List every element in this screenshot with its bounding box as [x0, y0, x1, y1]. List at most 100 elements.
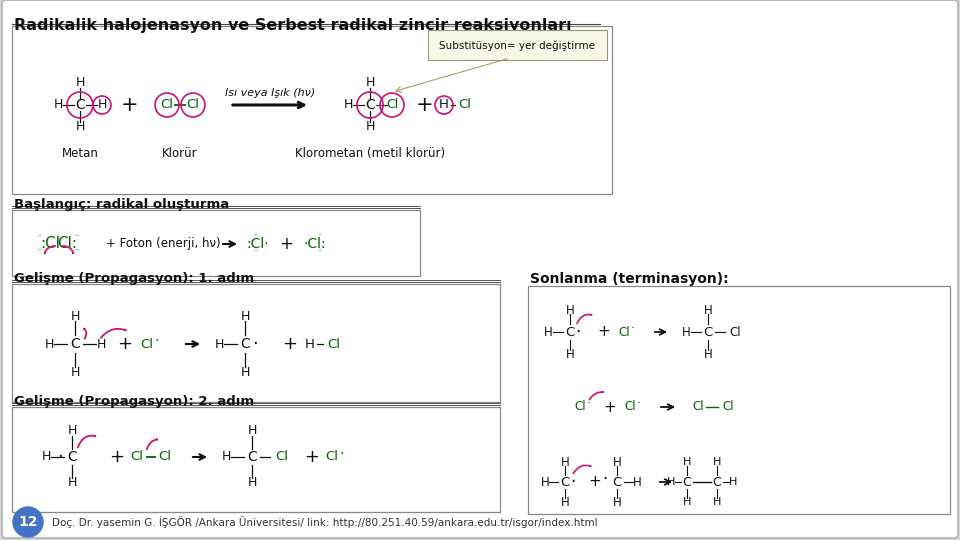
FancyArrowPatch shape: [577, 314, 591, 323]
Text: H: H: [344, 98, 352, 111]
FancyArrowPatch shape: [147, 439, 157, 449]
Text: Cl: Cl: [692, 401, 704, 414]
Text: H: H: [75, 77, 84, 90]
Text: ·: ·: [58, 448, 62, 466]
Text: H: H: [222, 450, 230, 463]
FancyArrowPatch shape: [573, 465, 590, 474]
Text: Cl: Cl: [624, 401, 636, 414]
Text: H: H: [565, 348, 574, 361]
FancyArrowPatch shape: [589, 392, 604, 400]
Text: :Cl·: :Cl·: [247, 237, 270, 251]
Text: H: H: [305, 338, 315, 350]
Text: C: C: [365, 98, 374, 112]
Text: C: C: [561, 476, 569, 489]
Text: H: H: [70, 309, 80, 322]
Text: H: H: [561, 456, 569, 469]
Text: C: C: [704, 326, 712, 339]
Text: ··: ··: [253, 247, 258, 256]
Text: ··: ··: [74, 233, 80, 241]
Text: Doç. Dr. yasemin G. İŞGÖR /Ankara Üniversitesi/ link: http://80.251.40.59/ankara: Doç. Dr. yasemin G. İŞGÖR /Ankara Üniver…: [52, 516, 598, 528]
Text: H: H: [540, 476, 549, 489]
Text: ··: ··: [37, 233, 42, 241]
Text: H: H: [683, 457, 691, 467]
Text: ·: ·: [587, 397, 591, 410]
Text: H: H: [713, 457, 721, 467]
Text: ··: ··: [317, 247, 322, 256]
Text: ··: ··: [37, 246, 42, 255]
Text: H: H: [561, 496, 569, 509]
Text: +: +: [588, 475, 601, 489]
Text: +: +: [117, 335, 132, 353]
Text: ·: ·: [637, 397, 641, 410]
Text: H: H: [75, 120, 84, 133]
Text: +: +: [598, 325, 611, 340]
Text: Gelişme (Propagasyon): 1. adım: Gelişme (Propagasyon): 1. adım: [14, 272, 254, 285]
Text: 12: 12: [18, 515, 37, 529]
FancyArrowPatch shape: [84, 329, 86, 339]
Text: H: H: [713, 497, 721, 507]
Text: +: +: [279, 235, 293, 253]
Text: Sonlanma (terminasyon):: Sonlanma (terminasyon):: [530, 272, 729, 286]
Text: H: H: [67, 476, 77, 489]
FancyBboxPatch shape: [528, 286, 950, 514]
Text: +: +: [121, 95, 139, 115]
Text: ·: ·: [602, 470, 608, 488]
FancyArrowPatch shape: [101, 329, 126, 338]
Text: + Foton (enerji, hν): + Foton (enerji, hν): [106, 238, 221, 251]
Text: +: +: [109, 448, 125, 466]
Text: :Cl: :Cl: [40, 237, 60, 252]
Text: +: +: [304, 448, 320, 466]
Text: ··: ··: [317, 232, 322, 240]
Text: Cl: Cl: [386, 98, 398, 111]
Text: H: H: [67, 424, 77, 437]
Text: H: H: [240, 366, 250, 379]
FancyBboxPatch shape: [12, 284, 500, 402]
FancyArrowPatch shape: [78, 436, 95, 447]
Text: H: H: [704, 348, 712, 361]
Text: Isı veya Işık (hν): Isı veya Işık (hν): [225, 88, 315, 98]
Text: C: C: [565, 326, 575, 339]
Text: H: H: [41, 450, 51, 463]
FancyBboxPatch shape: [12, 407, 500, 512]
Text: H: H: [248, 476, 256, 489]
Text: C: C: [67, 450, 77, 464]
Text: Cl:: Cl:: [57, 237, 77, 252]
Text: Başlangıç: radikal oluşturma: Başlangıç: radikal oluşturma: [14, 198, 229, 211]
Text: H: H: [683, 497, 691, 507]
Text: H: H: [248, 424, 256, 437]
Text: Cl: Cl: [574, 401, 586, 414]
Text: Cl: Cl: [158, 450, 172, 463]
Text: H: H: [612, 456, 621, 469]
Text: H: H: [704, 303, 712, 316]
Text: Klorometan (metil klorür): Klorometan (metil klorür): [295, 147, 445, 160]
Text: ·: ·: [252, 335, 258, 353]
FancyBboxPatch shape: [12, 210, 420, 276]
Text: +: +: [417, 95, 434, 115]
Text: ·: ·: [155, 334, 159, 348]
Text: H: H: [366, 120, 374, 133]
FancyArrowPatch shape: [44, 246, 56, 253]
Text: C: C: [75, 98, 84, 112]
Text: H: H: [96, 338, 106, 350]
Text: Cl: Cl: [186, 98, 200, 111]
Text: C: C: [240, 337, 250, 351]
Text: Cl: Cl: [160, 98, 174, 111]
FancyBboxPatch shape: [428, 30, 607, 60]
Text: C: C: [247, 450, 257, 464]
Text: H: H: [54, 98, 62, 111]
Text: C: C: [683, 476, 691, 489]
Text: Substitüsyon= yer değiştirme: Substitüsyon= yer değiştirme: [439, 40, 595, 51]
Text: ·Cl:: ·Cl:: [303, 237, 326, 251]
Circle shape: [13, 507, 43, 537]
Text: Cl: Cl: [459, 98, 471, 111]
Text: H: H: [682, 326, 690, 339]
Text: ··: ··: [253, 232, 258, 240]
Text: +: +: [604, 400, 616, 415]
Text: ·: ·: [340, 447, 345, 461]
Text: H: H: [612, 496, 621, 509]
Text: H: H: [439, 98, 449, 111]
Text: H: H: [44, 338, 54, 350]
FancyBboxPatch shape: [12, 26, 612, 194]
Text: H: H: [729, 477, 737, 487]
Text: H: H: [366, 77, 374, 90]
